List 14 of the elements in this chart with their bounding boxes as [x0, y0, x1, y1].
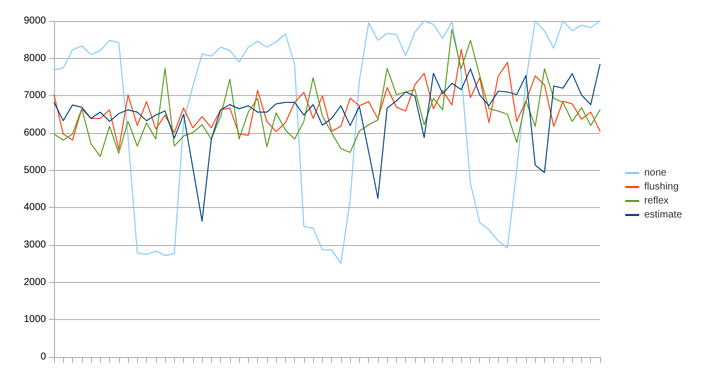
y-tick-label: 0: [40, 352, 46, 362]
legend-label: flushing: [644, 182, 679, 192]
y-tick-label: 7000: [24, 90, 46, 102]
y-tick-label: 1000: [24, 314, 46, 326]
y-tick-label: 9000: [24, 16, 46, 26]
legend-label: reflex: [644, 196, 669, 206]
y-tick-label: 5000: [24, 164, 46, 176]
y-tick-label: 4000: [24, 202, 46, 214]
y-tick-label: 6000: [24, 128, 46, 138]
y-tick-label: 3000: [24, 240, 46, 250]
legend-label: none: [644, 168, 667, 178]
legend-label: estimate: [644, 210, 682, 220]
y-tick-label: 2000: [24, 276, 46, 288]
y-tick-label: 8000: [24, 52, 46, 64]
